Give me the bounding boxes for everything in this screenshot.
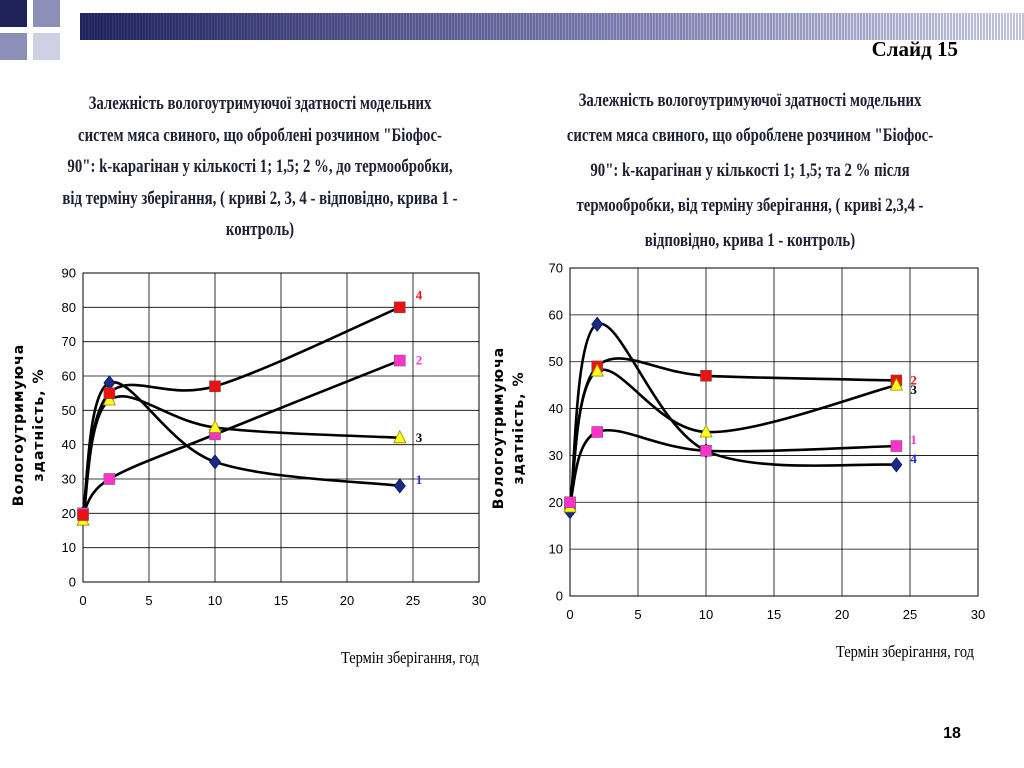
data-point-square bbox=[394, 354, 406, 367]
x-tick-label: 5 bbox=[145, 593, 152, 608]
series-label: 3 bbox=[910, 382, 917, 397]
x-tick-label: 20 bbox=[835, 607, 849, 622]
y-tick-label: 20 bbox=[62, 506, 76, 521]
x-tick-label: 25 bbox=[406, 593, 420, 608]
plot-area-frame bbox=[569, 267, 979, 597]
y-axis-label: здатність, % bbox=[511, 372, 527, 485]
decor-square-5 bbox=[60, 0, 80, 20]
chart-title-line: систем мяса свиного, що оброблені розчин… bbox=[78, 125, 442, 146]
chart-title-line: 90": k-карагінан у кількості 1; 1,5; та … bbox=[590, 161, 910, 181]
decor-square-1 bbox=[0, 0, 27, 27]
x-tick-label: 10 bbox=[699, 607, 713, 622]
y-tick-label: 60 bbox=[549, 307, 563, 322]
data-point-square bbox=[564, 496, 576, 509]
x-tick-label: 5 bbox=[634, 607, 641, 622]
data-point-diamond bbox=[393, 478, 406, 494]
chart-title-line: від терміну зберігання, ( криві 2, 3, 4 … bbox=[62, 188, 458, 209]
data-point-square bbox=[890, 440, 903, 452]
y-axis-label: Вологоутримуюча bbox=[491, 347, 507, 509]
chart-title-left: Залежність вологоутримуючої здатності мо… bbox=[32, 89, 488, 247]
y-tick-label: 40 bbox=[549, 401, 563, 416]
data-point-triangle bbox=[699, 424, 713, 438]
data-point-square bbox=[394, 301, 406, 314]
data-point-triangle bbox=[393, 429, 407, 444]
series-label: 1 bbox=[416, 472, 423, 487]
data-point-diamond bbox=[890, 457, 903, 473]
y-tick-label: 30 bbox=[549, 448, 563, 463]
y-tick-label: 80 bbox=[62, 300, 76, 315]
y-axis-label: Вологоутримуюча bbox=[11, 344, 27, 506]
x-tick-label: 15 bbox=[274, 593, 288, 608]
y-tick-label: 70 bbox=[549, 261, 563, 276]
data-point-diamond bbox=[208, 454, 222, 470]
y-tick-label: 60 bbox=[62, 369, 76, 384]
data-point-triangle bbox=[102, 392, 117, 406]
x-tick-label: 25 bbox=[903, 607, 917, 622]
page-number: 18 bbox=[943, 725, 961, 742]
y-tick-label: 70 bbox=[62, 334, 76, 349]
chart-title-line: термообробки, від терміну зберігання, ( … bbox=[576, 196, 924, 216]
x-axis-label: Термін зберігання, год bbox=[341, 649, 479, 667]
series-curve-3 bbox=[568, 368, 897, 508]
series-label: 1 bbox=[910, 432, 917, 447]
y-axis-label: здатність, % bbox=[31, 369, 47, 482]
y-tick-label: 30 bbox=[62, 472, 76, 487]
plot-area-frame bbox=[82, 272, 480, 583]
series-curve-4 bbox=[81, 306, 401, 516]
decor-square-2 bbox=[33, 0, 60, 27]
series-curve-1 bbox=[81, 380, 400, 514]
chart-title-right: Залежність вологоутримуючої здатності мо… bbox=[518, 84, 982, 259]
y-tick-label: 90 bbox=[62, 266, 76, 281]
series-label: 3 bbox=[416, 430, 423, 445]
chart-title-line: систем мяса свиного, що оброблене розчин… bbox=[566, 126, 934, 146]
series-label: 2 bbox=[416, 353, 423, 368]
data-point-diamond bbox=[591, 316, 604, 332]
x-tick-label: 30 bbox=[971, 607, 985, 622]
chart-title-line: 90": k-карагінан у кількості 1; 1,5; 2 %… bbox=[67, 157, 453, 177]
data-point-square bbox=[77, 509, 89, 521]
y-tick-label: 10 bbox=[62, 540, 76, 555]
y-tick-label: 0 bbox=[556, 589, 563, 604]
series-curve-1 bbox=[568, 322, 897, 512]
y-tick-label: 40 bbox=[62, 437, 76, 452]
chart-title-line: контроль) bbox=[225, 220, 295, 240]
y-tick-label: 50 bbox=[549, 354, 563, 369]
series-label: 4 bbox=[416, 287, 423, 302]
x-tick-label: 30 bbox=[472, 593, 486, 608]
x-tick-label: 20 bbox=[340, 593, 354, 608]
series-label: 4 bbox=[910, 451, 917, 466]
decor-square-3 bbox=[0, 33, 27, 60]
decor-stripe-bar bbox=[80, 13, 1024, 40]
data-point-square bbox=[103, 387, 116, 399]
slide-label: Слайд 15 bbox=[871, 37, 958, 61]
y-tick-label: 20 bbox=[549, 495, 563, 510]
series-curve-2 bbox=[81, 359, 401, 515]
x-tick-label: 15 bbox=[767, 607, 781, 622]
y-tick-label: 50 bbox=[62, 403, 76, 418]
x-tick-label: 10 bbox=[208, 593, 222, 608]
chart-title-line: Залежність вологоутримуючої здатності мо… bbox=[578, 91, 922, 111]
series-curve-4 bbox=[568, 429, 897, 503]
y-tick-label: 0 bbox=[69, 575, 76, 590]
decor-square-4 bbox=[33, 33, 60, 60]
data-point-triangle bbox=[208, 419, 222, 433]
chart-title-line: відповідно, крива 1 - контроль) bbox=[644, 231, 856, 251]
chart-title-line: Залежність вологоутримуючої здатності мо… bbox=[88, 94, 432, 114]
data-point-triangle bbox=[590, 363, 604, 377]
x-tick-label: 0 bbox=[79, 593, 86, 608]
x-axis-label: Термін зберігання, год bbox=[836, 643, 974, 661]
data-point-square bbox=[700, 444, 712, 457]
data-point-triangle bbox=[889, 377, 904, 391]
x-tick-label: 0 bbox=[566, 607, 573, 622]
data-point-square bbox=[103, 473, 116, 485]
series-label: 2 bbox=[910, 372, 917, 387]
data-point-square bbox=[700, 370, 712, 382]
data-point-square bbox=[209, 380, 221, 393]
data-point-square bbox=[591, 426, 603, 438]
y-tick-label: 10 bbox=[549, 542, 563, 557]
